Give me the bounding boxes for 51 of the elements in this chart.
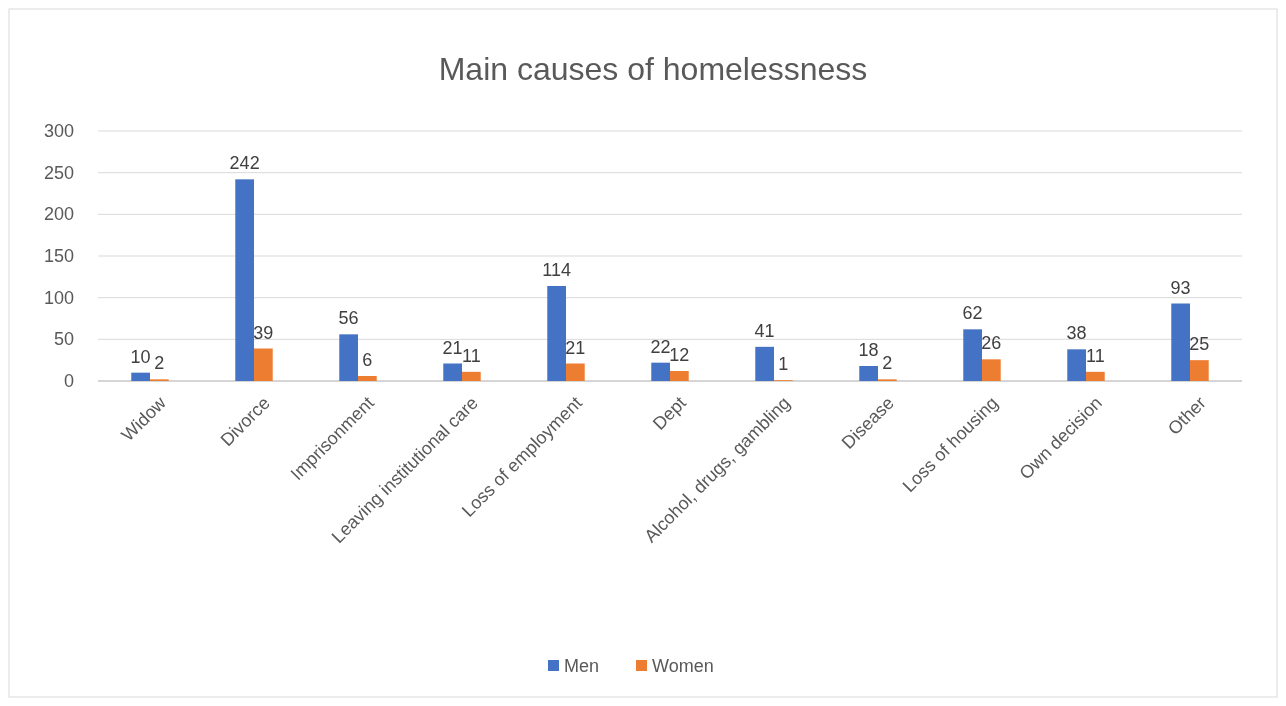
- y-tick-label: 250: [43, 162, 74, 183]
- bar: [443, 363, 462, 381]
- data-label: 25: [1189, 334, 1210, 355]
- bar: [670, 371, 689, 381]
- bar: [254, 348, 273, 381]
- data-label: 6: [362, 350, 373, 370]
- data-label: 26: [981, 333, 1002, 354]
- data-label: 22: [650, 336, 671, 357]
- y-tick-label: 50: [53, 329, 74, 350]
- y-tick-label: 0: [63, 371, 74, 391]
- chart-title: Main causes of homelessness: [438, 51, 868, 87]
- data-label: 2: [882, 353, 893, 374]
- y-tick-label: 300: [43, 121, 74, 141]
- bar: [547, 286, 566, 381]
- bar: [339, 334, 358, 381]
- data-label: 10: [130, 346, 151, 367]
- bar: [651, 362, 670, 381]
- y-tick-label: 150: [43, 246, 74, 266]
- bar: [462, 371, 481, 381]
- data-label: 18: [858, 340, 879, 360]
- bar: [358, 376, 377, 381]
- data-label: 11: [1086, 345, 1105, 366]
- data-label: 2: [154, 353, 165, 374]
- bar: [963, 329, 982, 381]
- data-label: 39: [253, 322, 274, 343]
- legend-label: Men: [564, 656, 600, 676]
- bar: [1190, 360, 1209, 381]
- data-label: 1: [778, 354, 789, 375]
- data-label: 242: [229, 153, 260, 174]
- bar: [566, 363, 585, 381]
- data-label: 21: [565, 337, 586, 358]
- data-label: 56: [338, 308, 359, 329]
- data-label: 41: [754, 320, 775, 341]
- bar: [1086, 371, 1105, 381]
- data-label: 38: [1066, 323, 1087, 344]
- bar: [1067, 349, 1086, 381]
- data-label: 12: [669, 345, 690, 365]
- bar: [1171, 303, 1190, 381]
- bar: [982, 359, 1001, 381]
- y-tick-label: 100: [43, 287, 74, 308]
- bar: [859, 366, 878, 381]
- y-tick-label: 200: [43, 204, 74, 225]
- bar: [235, 179, 254, 381]
- legend-label: Women: [652, 656, 714, 676]
- data-label: 21: [442, 337, 463, 358]
- data-label: 11: [462, 345, 481, 366]
- bar: [131, 372, 150, 381]
- data-label: 93: [1170, 277, 1191, 298]
- data-label: 114: [542, 260, 571, 280]
- data-label: 62: [962, 303, 983, 324]
- bar: [755, 346, 774, 381]
